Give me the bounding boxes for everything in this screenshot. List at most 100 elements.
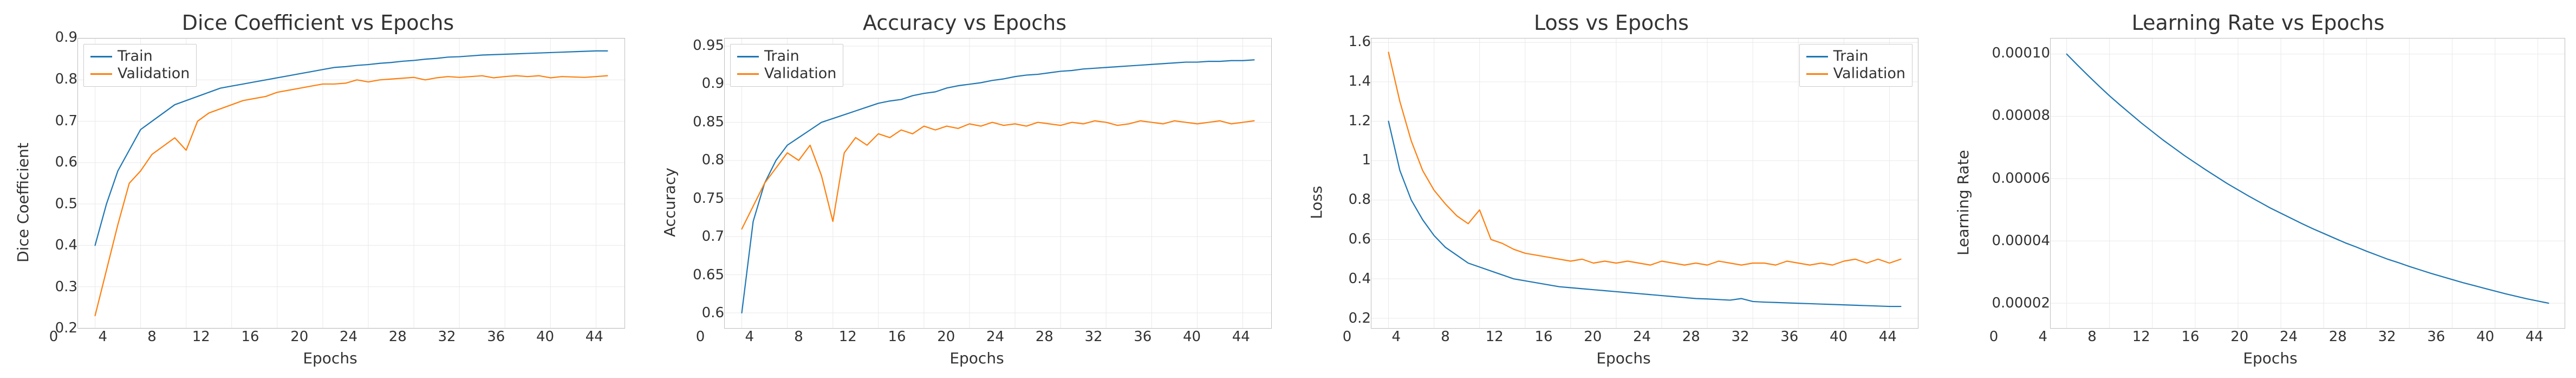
legend-swatch-train bbox=[1806, 56, 1828, 57]
xlabel-lr: Epochs bbox=[1975, 349, 2565, 367]
xtick-label: 24 bbox=[986, 329, 1004, 345]
xtick-label: 32 bbox=[2378, 329, 2396, 345]
xtick-label: 40 bbox=[2476, 329, 2494, 345]
xtick-label: 12 bbox=[192, 329, 210, 345]
xtick-label: 44 bbox=[2526, 329, 2544, 345]
plot-accuracy: Train Validation bbox=[724, 38, 1272, 329]
legend-label-train: Train bbox=[118, 48, 153, 65]
xtick-label: 28 bbox=[1036, 329, 1053, 345]
ytick-label: 0.7 bbox=[55, 113, 77, 129]
ytick-label: 1.2 bbox=[1349, 113, 1371, 129]
ytick-label: 0.95 bbox=[693, 37, 724, 54]
ytick-label: 0.00010 bbox=[1992, 45, 2050, 61]
xtick-label: 20 bbox=[1584, 329, 1602, 345]
xtick-label: 8 bbox=[1441, 329, 1450, 345]
xticks-loss: 048121620242832364044 bbox=[1329, 329, 1918, 347]
legend-item-train: Train bbox=[90, 48, 190, 65]
plot-lr bbox=[2050, 38, 2565, 329]
xtick-label: 44 bbox=[586, 329, 603, 345]
legend-swatch-train bbox=[90, 56, 112, 57]
ytick-label: 0.75 bbox=[693, 190, 724, 207]
legend-swatch-validation bbox=[737, 73, 759, 75]
legend-item-train: Train bbox=[737, 48, 836, 65]
yticks-accuracy: 0.60.650.70.750.80.850.90.95 bbox=[682, 38, 724, 329]
legend-label-train: Train bbox=[764, 48, 799, 65]
xtick-label: 16 bbox=[888, 329, 906, 345]
panel-dice: Dice Coefficient vs Epochs Dice Coeffici… bbox=[11, 11, 625, 367]
plot-wrap-accuracy: Accuracy 0.60.650.70.750.80.850.90.95 Tr… bbox=[658, 38, 1272, 367]
ytick-label: 0.00004 bbox=[1992, 233, 2050, 249]
xtick-label: 16 bbox=[1534, 329, 1552, 345]
xtick-label: 32 bbox=[1084, 329, 1102, 345]
xtick-label: 12 bbox=[839, 329, 857, 345]
xtick-label: 32 bbox=[1731, 329, 1749, 345]
xtick-label: 8 bbox=[2087, 329, 2097, 345]
xtick-label: 0 bbox=[696, 329, 705, 345]
xtick-label: 4 bbox=[99, 329, 108, 345]
xlabel-accuracy: Epochs bbox=[682, 349, 1272, 367]
xtick-label: 32 bbox=[438, 329, 456, 345]
xtick-label: 36 bbox=[1780, 329, 1798, 345]
xticks-lr: 048121620242832364044 bbox=[1975, 329, 2565, 347]
legend-dice: Train Validation bbox=[83, 44, 197, 87]
xtick-label: 0 bbox=[1343, 329, 1352, 345]
xtick-label: 12 bbox=[1486, 329, 1504, 345]
ytick-label: 0.4 bbox=[1349, 271, 1371, 287]
xtick-label: 20 bbox=[290, 329, 308, 345]
panel-accuracy: Accuracy vs Epochs Accuracy 0.60.650.70.… bbox=[658, 11, 1272, 367]
legend-item-train: Train bbox=[1806, 48, 1905, 65]
xlabel-loss: Epochs bbox=[1329, 349, 1918, 367]
xlabel-dice: Epochs bbox=[35, 349, 625, 367]
ytick-label: 1 bbox=[1362, 152, 1371, 168]
legend-loss: Train Validation bbox=[1799, 44, 1913, 87]
ylabel-dice: Dice Coefficient bbox=[11, 38, 35, 367]
chart-svg-lr bbox=[2051, 39, 2565, 328]
plot-wrap-lr: Learning Rate 0.000020.000040.000060.000… bbox=[1951, 38, 2565, 367]
xtick-label: 28 bbox=[2329, 329, 2347, 345]
ytick-label: 0.9 bbox=[702, 75, 724, 92]
xtick-label: 24 bbox=[340, 329, 357, 345]
legend-item-validation: Validation bbox=[1806, 65, 1905, 82]
plot-loss: Train Validation bbox=[1371, 38, 1918, 329]
yticks-lr: 0.000020.000040.000060.000080.00010 bbox=[1975, 38, 2050, 329]
legend-swatch-validation bbox=[90, 73, 112, 75]
ytick-label: 0.8 bbox=[1349, 191, 1371, 208]
ytick-label: 1.4 bbox=[1349, 73, 1371, 89]
panel-title-dice: Dice Coefficient vs Epochs bbox=[11, 11, 625, 35]
legend-item-validation: Validation bbox=[737, 65, 836, 82]
ytick-label: 0.4 bbox=[55, 237, 77, 253]
xtick-label: 12 bbox=[2132, 329, 2150, 345]
ytick-label: 0.9 bbox=[55, 29, 77, 46]
ytick-label: 1.6 bbox=[1349, 34, 1371, 50]
xtick-label: 4 bbox=[1392, 329, 1401, 345]
xtick-label: 16 bbox=[2181, 329, 2199, 345]
ytick-label: 0.5 bbox=[55, 196, 77, 212]
yticks-loss: 0.20.40.60.811.21.41.6 bbox=[1329, 38, 1371, 329]
xtick-label: 44 bbox=[1879, 329, 1897, 345]
xtick-label: 8 bbox=[794, 329, 803, 345]
xtick-label: 24 bbox=[2280, 329, 2298, 345]
xtick-label: 36 bbox=[1134, 329, 1152, 345]
xtick-label: 28 bbox=[1682, 329, 1700, 345]
ytick-label: 0.00002 bbox=[1992, 295, 2050, 311]
xtick-label: 20 bbox=[937, 329, 955, 345]
xtick-label: 40 bbox=[536, 329, 554, 345]
panel-title-accuracy: Accuracy vs Epochs bbox=[658, 11, 1272, 35]
yticks-dice: 0.20.30.40.50.60.70.80.9 bbox=[35, 38, 77, 329]
xtick-label: 44 bbox=[1232, 329, 1250, 345]
xtick-label: 0 bbox=[1989, 329, 1999, 345]
ytick-label: 0.6 bbox=[55, 154, 77, 170]
xtick-label: 28 bbox=[389, 329, 407, 345]
panel-title-loss: Loss vs Epochs bbox=[1304, 11, 1918, 35]
legend-label-validation: Validation bbox=[1833, 65, 1905, 82]
legend-label-validation: Validation bbox=[118, 65, 190, 82]
xtick-label: 36 bbox=[2427, 329, 2445, 345]
ytick-label: 0.85 bbox=[693, 114, 724, 130]
legend-swatch-validation bbox=[1806, 73, 1828, 75]
xticks-dice: 048121620242832364044 bbox=[35, 329, 625, 347]
ytick-label: 0.65 bbox=[693, 267, 724, 283]
xtick-label: 24 bbox=[1633, 329, 1651, 345]
ytick-label: 0.8 bbox=[702, 152, 724, 168]
ytick-label: 0.8 bbox=[55, 71, 77, 87]
panel-title-lr: Learning Rate vs Epochs bbox=[1951, 11, 2565, 35]
